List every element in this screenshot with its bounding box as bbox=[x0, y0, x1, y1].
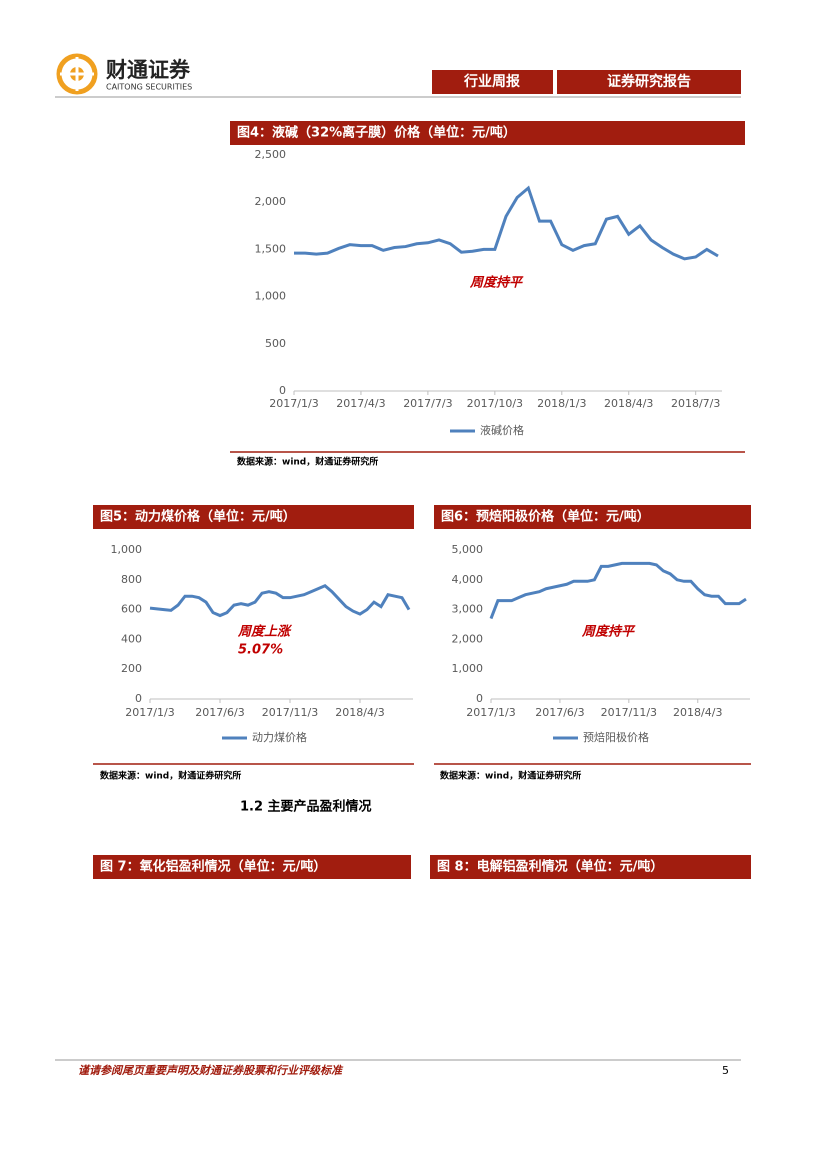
x-tick-label: 2017/11/3 bbox=[601, 706, 657, 719]
page-number: 5 bbox=[722, 1064, 729, 1077]
x-tick-label: 2018/7/3 bbox=[671, 397, 720, 410]
y-tick-label: 5,000 bbox=[452, 543, 484, 556]
x-tick-label: 2017/10/3 bbox=[467, 397, 523, 410]
series-line bbox=[489, 561, 747, 620]
logo bbox=[56, 53, 98, 95]
y-tick-label: 1,500 bbox=[255, 242, 287, 255]
x-tick-label: 2017/7/3 bbox=[403, 397, 452, 410]
annotation: 5.07% bbox=[238, 643, 283, 658]
logo-en: CAITONG SECURITIES bbox=[106, 83, 192, 92]
series-line bbox=[149, 584, 411, 618]
x-tick-label: 2018/4/3 bbox=[673, 706, 722, 719]
y-tick-label: 600 bbox=[121, 603, 142, 616]
tag-box bbox=[432, 70, 553, 94]
section-heading: 1.2 主要产品盈利情况 bbox=[240, 799, 372, 815]
figure-title: 图6：预焙阳极价格（单位：元/吨） bbox=[441, 509, 650, 525]
tag-box bbox=[557, 70, 741, 94]
annotation: 周度持平 bbox=[581, 624, 636, 640]
y-tick-label: 200 bbox=[121, 662, 142, 675]
legend-label: 液碱价格 bbox=[480, 423, 524, 437]
x-tick-label: 2017/6/3 bbox=[535, 706, 584, 719]
x-tick-label: 2017/11/3 bbox=[262, 706, 318, 719]
y-tick-label: 0 bbox=[279, 384, 286, 397]
x-tick-label: 2017/6/3 bbox=[195, 706, 244, 719]
y-tick-label: 1,000 bbox=[111, 543, 143, 556]
y-tick-label: 0 bbox=[135, 692, 142, 705]
source: 数据来源：wind，财通证券研究所 bbox=[100, 770, 241, 782]
legend-label: 预焙阳极价格 bbox=[583, 730, 649, 744]
figure-title: 图4：液碱（32%离子膜）价格（单位：元/吨） bbox=[237, 125, 516, 141]
figure-bar bbox=[434, 505, 751, 529]
annotation: 周度上涨 bbox=[237, 624, 293, 640]
y-tick-label: 2,000 bbox=[452, 632, 484, 645]
legend-label: 动力煤价格 bbox=[252, 730, 307, 744]
y-tick-label: 1,000 bbox=[452, 662, 484, 675]
figure-title: 图 7：氧化铝盈利情况（单位：元/吨） bbox=[100, 859, 326, 875]
x-tick-label: 2017/4/3 bbox=[336, 397, 385, 410]
y-tick-label: 1,000 bbox=[255, 290, 287, 303]
y-tick-label: 500 bbox=[265, 337, 286, 350]
disclaimer: 谨请参阅尾页重要声明及财通证券股票和行业评级标准 bbox=[78, 1064, 344, 1077]
x-tick-label: 2017/1/3 bbox=[466, 706, 515, 719]
source: 数据来源：wind，财通证券研究所 bbox=[440, 770, 581, 782]
y-tick-label: 400 bbox=[121, 632, 142, 645]
figure-title: 图 8：电解铝盈利情况（单位：元/吨） bbox=[437, 859, 663, 875]
y-tick-label: 4,000 bbox=[452, 573, 484, 586]
x-tick-label: 2018/4/3 bbox=[335, 706, 384, 719]
y-tick-label: 2,000 bbox=[255, 195, 287, 208]
y-tick-label: 2,500 bbox=[255, 148, 287, 161]
series-line bbox=[294, 185, 719, 261]
figure-bar bbox=[93, 855, 411, 879]
figure-bar bbox=[430, 855, 751, 879]
tag: 行业周报 bbox=[463, 73, 520, 90]
x-tick-label: 2018/4/3 bbox=[604, 397, 653, 410]
x-tick-label: 2017/1/3 bbox=[269, 397, 318, 410]
figure-bar bbox=[230, 121, 745, 145]
tag: 证券研究报告 bbox=[607, 73, 691, 90]
y-tick-label: 800 bbox=[121, 573, 142, 586]
logo-cn: 财通证券 bbox=[106, 58, 191, 82]
x-tick-label: 2017/1/3 bbox=[125, 706, 174, 719]
source: 数据来源：wind，财通证券研究所 bbox=[237, 456, 378, 468]
y-tick-label: 3,000 bbox=[452, 603, 484, 616]
figure-title: 图5：动力煤价格（单位：元/吨） bbox=[100, 509, 296, 525]
y-tick-label: 0 bbox=[476, 692, 483, 705]
annotation: 周度持平 bbox=[469, 275, 524, 291]
figure-bar bbox=[93, 505, 414, 529]
x-tick-label: 2018/1/3 bbox=[537, 397, 586, 410]
